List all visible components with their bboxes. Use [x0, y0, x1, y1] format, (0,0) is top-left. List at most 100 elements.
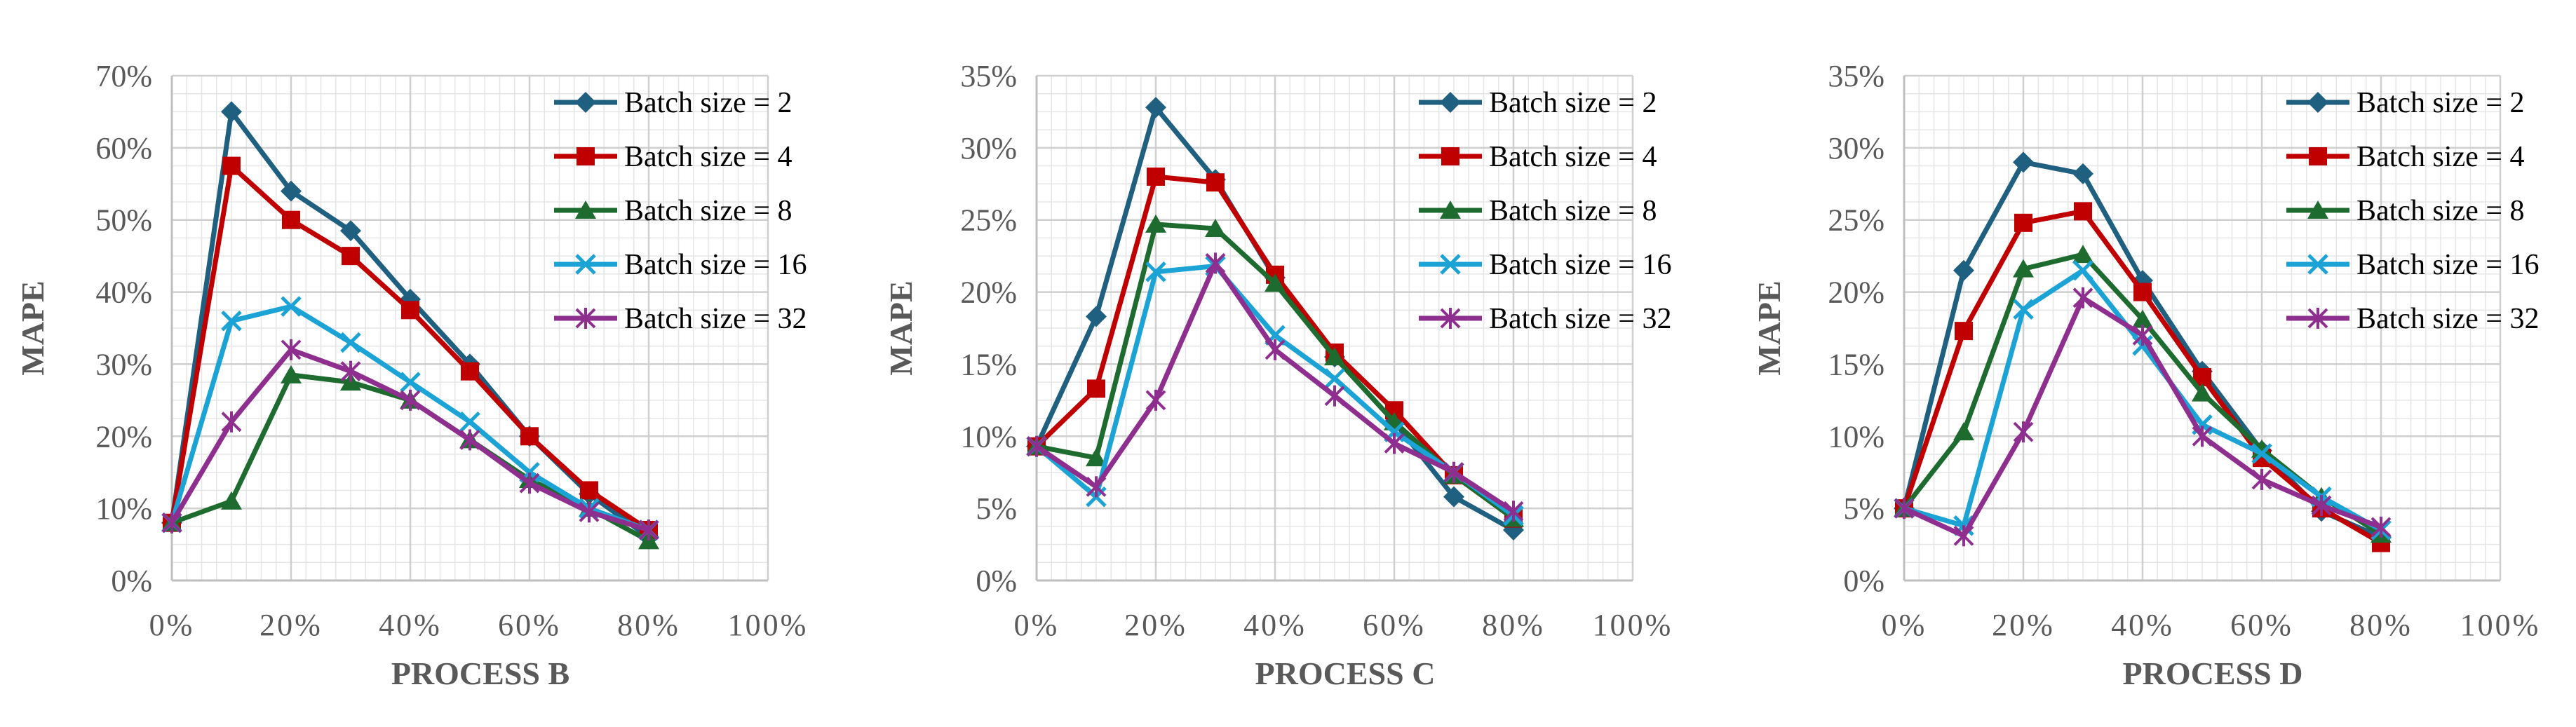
legend-marker	[2307, 201, 2328, 219]
data-point-marker	[221, 310, 242, 332]
legend: Batch size = 2 Batch size = 4 Batch size =…	[2286, 87, 2539, 335]
legend-item: Batch size = 16	[554, 249, 807, 281]
data-point-marker	[1324, 347, 1345, 366]
data-point-marker	[459, 429, 480, 451]
y-tick-label: 20%	[1828, 276, 1884, 310]
data-point-marker	[2133, 283, 2152, 301]
y-tick-label: 20%	[95, 419, 152, 454]
legend-marker	[576, 147, 595, 165]
data-point-marker	[281, 180, 302, 202]
data-point-marker	[401, 301, 419, 320]
legend-marker	[1440, 92, 1461, 113]
legend-marker	[575, 92, 596, 113]
legend-label: Batch size = 8	[2356, 195, 2524, 227]
data-point-marker	[580, 481, 598, 500]
data-point-marker	[459, 411, 480, 433]
x-tick-label: 80%	[2349, 608, 2413, 642]
data-point-marker	[1145, 389, 1166, 411]
y-tick-label: 25%	[1828, 203, 1884, 238]
legend-item: Batch size = 8	[554, 195, 792, 227]
y-tick-label: 10%	[960, 419, 1017, 454]
data-point-marker	[1265, 273, 1286, 292]
legend-item: Batch size = 4	[2286, 141, 2524, 173]
legend-label: Batch size = 2	[624, 87, 792, 119]
x-tick-label: 60%	[1363, 608, 1426, 642]
data-point-marker	[1026, 435, 1047, 457]
legend-marker	[1440, 254, 1461, 275]
y-tick-label: 30%	[960, 131, 1017, 165]
x-axis-title: PROCESS B	[391, 655, 569, 691]
series-5	[1894, 287, 2392, 547]
legend-label: Batch size = 16	[624, 249, 807, 281]
data-point-marker	[400, 389, 421, 411]
data-point-marker	[2311, 495, 2332, 517]
data-point-marker	[2013, 151, 2034, 173]
y-tick-label: 30%	[1828, 131, 1884, 165]
y-tick-label: 30%	[95, 347, 152, 381]
data-point-marker	[1953, 525, 1974, 547]
legend-marker	[2307, 92, 2328, 113]
x-axis-title: PROCESS C	[1255, 655, 1436, 691]
legend-label: Batch size = 16	[2356, 249, 2539, 281]
data-point-marker	[1443, 486, 1464, 508]
legend-label: Batch size = 4	[1489, 141, 1657, 173]
y-axis-title: MAPE	[1751, 280, 1787, 375]
data-point-marker	[340, 360, 361, 382]
series-5	[1026, 252, 1524, 522]
data-point-marker	[2251, 443, 2272, 464]
y-tick-label: 25%	[960, 203, 1017, 238]
data-point-marker	[1894, 498, 1915, 519]
data-point-marker	[2013, 299, 2034, 320]
data-point-marker	[340, 332, 361, 353]
data-point-marker	[2192, 383, 2213, 402]
legend-label: Batch size = 32	[1489, 303, 1671, 335]
legend-item: Batch size = 4	[554, 141, 792, 173]
data-point-marker	[221, 491, 242, 510]
data-point-marker	[1086, 306, 1107, 327]
y-tick-label: 60%	[95, 131, 152, 165]
y-tick-label: 5%	[976, 491, 1017, 526]
legend-label: Batch size = 2	[1489, 87, 1657, 119]
data-point-marker	[282, 210, 300, 229]
legend-marker	[1441, 147, 1459, 165]
y-tick-label: 10%	[95, 491, 152, 526]
legend: Batch size = 2 Batch size = 4 Batch size =…	[1419, 87, 1671, 335]
data-point-marker	[281, 365, 302, 383]
data-point-marker	[520, 427, 539, 446]
legend-item: Batch size = 32	[2286, 303, 2539, 335]
legend-marker	[575, 254, 596, 275]
y-tick-label: 35%	[960, 59, 1017, 93]
chart-panel-2: 0% 5% 10% 15% 20% 25% 30% 35% 0% 20% 40% 60% 80% 100%…	[883, 59, 1671, 691]
legend-item: Batch size = 16	[1419, 249, 1671, 281]
data-point-marker	[2132, 309, 2153, 328]
y-axis-title: MAPE	[883, 280, 919, 375]
data-point-marker	[400, 372, 421, 393]
legend-item: Batch size = 8	[2286, 195, 2524, 227]
data-point-marker	[1147, 168, 1165, 186]
data-point-marker	[519, 473, 540, 494]
legend-marker	[1440, 201, 1461, 219]
y-tick-label: 10%	[1828, 419, 1884, 454]
data-point-marker	[1205, 219, 1226, 238]
y-tick-label: 15%	[960, 347, 1017, 381]
x-tick-label: 0%	[1882, 608, 1927, 642]
data-point-marker	[221, 411, 242, 433]
x-tick-label: 60%	[498, 608, 561, 642]
data-point-marker	[1145, 214, 1166, 233]
data-point-marker	[1145, 261, 1166, 283]
data-point-marker	[461, 362, 479, 381]
y-tick-label: 70%	[95, 59, 152, 93]
y-tick-label: 0%	[1843, 564, 1884, 598]
legend: Batch size = 2 Batch size = 4 Batch size =…	[554, 87, 807, 335]
y-tick-label: 35%	[1828, 59, 1884, 93]
legend-item: Batch size = 16	[2286, 249, 2539, 281]
x-tick-label: 100%	[2460, 608, 2541, 642]
x-tick-label: 40%	[1243, 608, 1307, 642]
data-point-marker	[2371, 516, 2392, 538]
legend-item: Batch size = 8	[1419, 195, 1657, 227]
legend-item: Batch size = 32	[1419, 303, 1671, 335]
y-tick-label: 20%	[960, 276, 1017, 310]
data-point-marker	[281, 339, 302, 360]
data-point-marker	[1086, 476, 1107, 498]
